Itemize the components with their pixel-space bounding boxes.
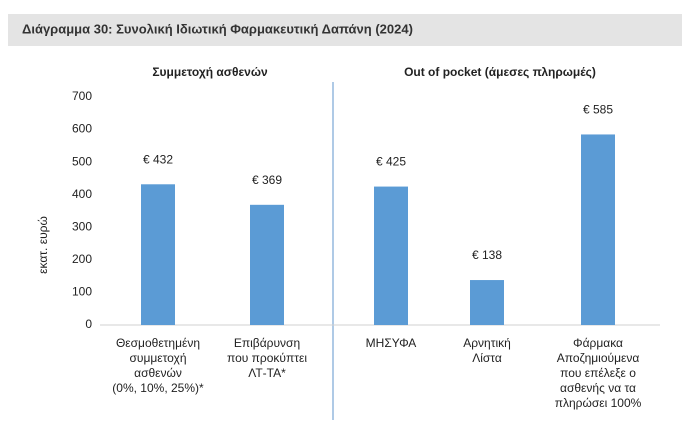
x-tick-label: Λίστα <box>472 351 502 365</box>
value-label: € 585 <box>583 103 613 117</box>
title-bar <box>8 14 682 46</box>
value-label: € 432 <box>143 152 173 166</box>
y-tick-label: 300 <box>72 219 92 233</box>
x-tick-label: Επιβάρυνση <box>234 336 300 350</box>
value-label: € 138 <box>472 248 502 262</box>
x-tick-label: συμμετοχή <box>129 351 186 365</box>
x-tick-label: ΜΗΣΥΦΑ <box>366 336 417 350</box>
x-tick-label: Θεσμοθετημένη <box>116 336 200 350</box>
y-tick-label: 400 <box>72 187 92 201</box>
bar <box>141 184 175 325</box>
group-label: Out of pocket (άμεσες πληρωμές) <box>404 65 596 79</box>
x-tick-label: Αποζημιούμενα <box>557 351 640 365</box>
x-tick-label: Φάρμακα <box>573 336 623 350</box>
y-tick-label: 0 <box>85 317 92 331</box>
y-tick-label: 600 <box>72 122 92 136</box>
group-label: Συμμετοχή ασθενών <box>152 65 268 79</box>
bar <box>374 186 408 325</box>
bar <box>581 134 615 325</box>
value-label: € 369 <box>252 173 282 187</box>
y-tick-label: 700 <box>72 89 92 103</box>
y-tick-label: 100 <box>72 285 92 299</box>
y-tick-label: 500 <box>72 154 92 168</box>
chart-title: Διάγραμμα 30: Συνολική Ιδιωτική Φαρμακευ… <box>22 21 413 36</box>
x-tick-label: που προκύπτει <box>227 351 307 365</box>
x-tick-label: που επέλεξε ο <box>560 366 636 380</box>
value-label: € 425 <box>376 155 406 169</box>
x-tick-label: (0%, 10%, 25%)* <box>112 381 204 395</box>
bar <box>470 280 504 325</box>
bar <box>250 204 284 325</box>
x-tick-label: ασθενής να τα <box>560 381 636 395</box>
x-tick-label: ασθενών <box>134 366 182 380</box>
x-tick-label: ΛΤ-ΤΑ* <box>248 366 286 380</box>
y-axis-label: εκατ. ευρώ <box>36 216 50 274</box>
x-tick-label: Αρνητική <box>463 336 511 350</box>
x-tick-label: πληρώσει 100% <box>555 396 642 410</box>
y-tick-label: 200 <box>72 252 92 266</box>
